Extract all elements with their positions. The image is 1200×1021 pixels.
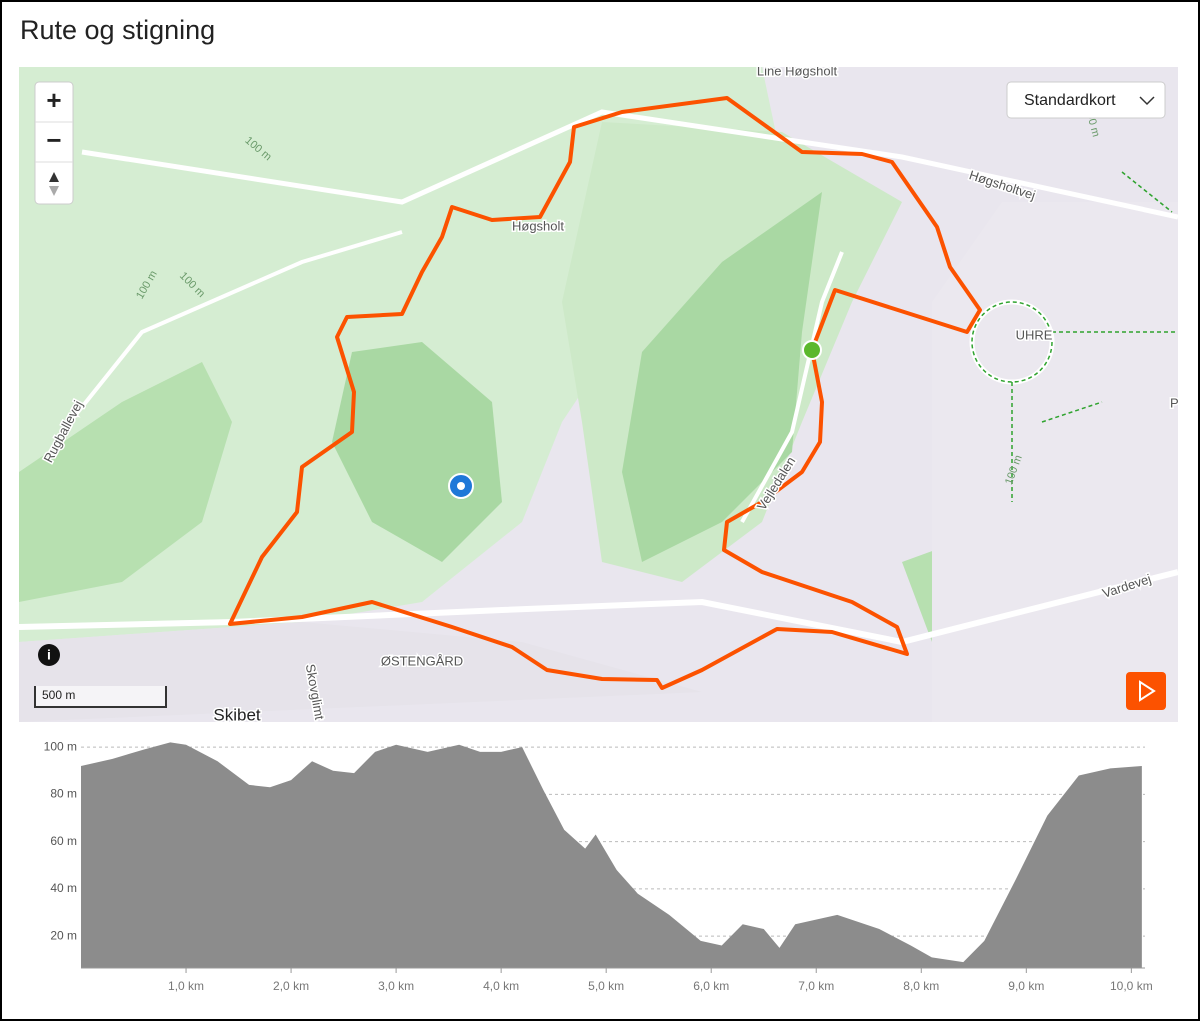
x-tick-label: 4,0 km bbox=[483, 979, 519, 993]
zoom-control bbox=[34, 81, 74, 205]
map-label: Skibet bbox=[213, 705, 261, 724]
map-label: Plu bbox=[1170, 395, 1189, 410]
x-tick-label: 7,0 km bbox=[798, 979, 834, 993]
svg-text:i: i bbox=[47, 647, 51, 663]
elevation-area bbox=[81, 742, 1142, 968]
y-tick-label: 100 m bbox=[44, 739, 77, 753]
map: Line Høgsholt Høgsholt Høgsholtvej UHRE … bbox=[19, 63, 1189, 724]
y-tick-label: 80 m bbox=[50, 787, 77, 801]
x-tick-label: 8,0 km bbox=[903, 979, 939, 993]
map-label: Høgsholt bbox=[512, 218, 564, 233]
title: Rute og stigning bbox=[20, 15, 215, 45]
y-tick-label: 20 m bbox=[50, 928, 77, 942]
zoom-in[interactable]: + bbox=[46, 85, 61, 115]
x-tick-label: 3,0 km bbox=[378, 979, 414, 993]
x-tick-label: 10,0 km bbox=[1110, 979, 1153, 993]
map-label: Line Høgsholt bbox=[757, 63, 838, 78]
info-button[interactable] bbox=[38, 644, 60, 666]
x-tick-label: 9,0 km bbox=[1008, 979, 1044, 993]
x-tick-label: 1,0 km bbox=[168, 979, 204, 993]
play-button[interactable] bbox=[1126, 672, 1166, 710]
x-tick-label: 2,0 km bbox=[273, 979, 309, 993]
map-label: ØSTENGÅRD bbox=[381, 653, 463, 668]
layer-select[interactable] bbox=[1006, 81, 1166, 119]
x-tick-label: 6,0 km bbox=[693, 979, 729, 993]
y-tick-label: 60 m bbox=[50, 834, 77, 848]
scale-bar bbox=[34, 686, 167, 708]
scale-label: 500 m bbox=[42, 688, 75, 702]
y-tick-label: 40 m bbox=[50, 881, 77, 895]
layer-select-label: Standardkort bbox=[1024, 92, 1116, 109]
x-tick-label: 5,0 km bbox=[588, 979, 624, 993]
compass[interactable] bbox=[49, 172, 59, 182]
elevation-chart: 20 m 40 m 60 m 80 m 100 m 1,0 km 2,0 km 3,0 km 4… bbox=[44, 739, 1153, 993]
map-label: UHRE bbox=[1016, 327, 1053, 342]
zoom-out[interactable]: − bbox=[46, 125, 61, 155]
